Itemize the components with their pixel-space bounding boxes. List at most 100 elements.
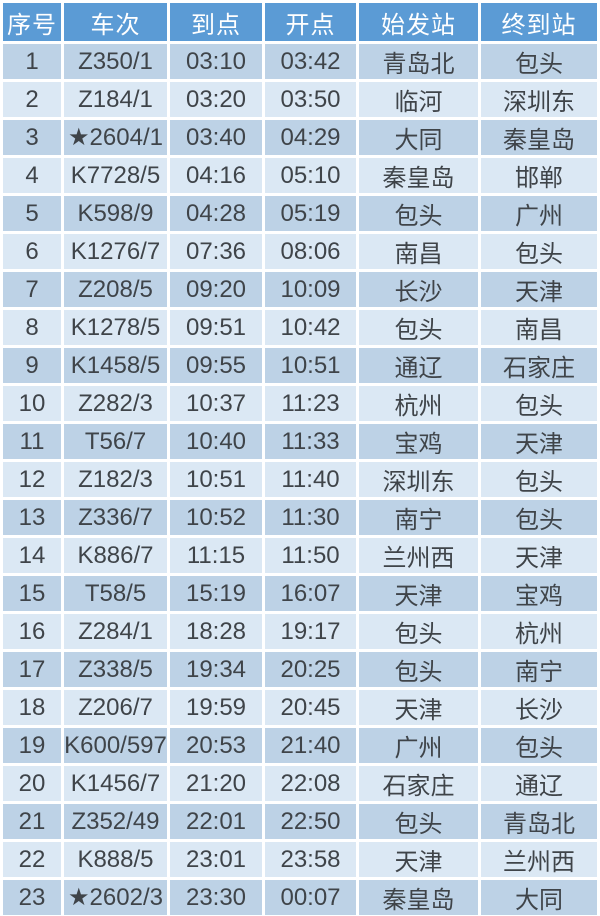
cell-origin-station: 秦皇岛 xyxy=(359,880,478,915)
cell-origin-station: 临河 xyxy=(359,82,478,117)
cell-train-no: K886/7 xyxy=(64,538,167,573)
cell-destination-station: 广州 xyxy=(481,196,597,231)
cell-train-no: ★2602/3 xyxy=(64,880,167,915)
cell-origin-station: 通辽 xyxy=(359,348,478,383)
cell-index: 8 xyxy=(3,310,61,345)
cell-arrival-time: 19:34 xyxy=(170,652,262,687)
cell-origin-station: 南昌 xyxy=(359,234,478,269)
cell-destination-station: 石家庄 xyxy=(481,348,597,383)
cell-index: 2 xyxy=(3,82,61,117)
cell-arrival-time: 15:19 xyxy=(170,576,262,611)
table-row: 17 Z338/5 19:34 20:25 包头 南宁 xyxy=(3,652,597,687)
cell-departure-time: 21:40 xyxy=(265,728,356,763)
cell-train-no: Z338/5 xyxy=(64,652,167,687)
cell-origin-station: 广州 xyxy=(359,728,478,763)
cell-arrival-time: 20:53 xyxy=(170,728,262,763)
cell-departure-time: 22:50 xyxy=(265,804,356,839)
cell-destination-station: 通辽 xyxy=(481,766,597,801)
cell-origin-station: 南宁 xyxy=(359,500,478,535)
table-row: 21 Z352/49 22:01 22:50 包头 青岛北 xyxy=(3,804,597,839)
cell-index: 13 xyxy=(3,500,61,535)
cell-departure-time: 11:23 xyxy=(265,386,356,421)
cell-departure-time: 00:07 xyxy=(265,880,356,915)
cell-arrival-time: 09:51 xyxy=(170,310,262,345)
cell-train-no: Z206/7 xyxy=(64,690,167,725)
cell-train-no: K1458/5 xyxy=(64,348,167,383)
table-row: 22 K888/5 23:01 23:58 天津 兰州西 xyxy=(3,842,597,877)
cell-destination-station: 包头 xyxy=(481,462,597,497)
table-row: 10 Z282/3 10:37 11:23 杭州 包头 xyxy=(3,386,597,421)
cell-index: 18 xyxy=(3,690,61,725)
cell-destination-station: 天津 xyxy=(481,538,597,573)
cell-origin-station: 秦皇岛 xyxy=(359,158,478,193)
column-header-arrival: 到点 xyxy=(170,3,262,41)
cell-departure-time: 08:06 xyxy=(265,234,356,269)
cell-arrival-time: 04:16 xyxy=(170,158,262,193)
cell-arrival-time: 03:10 xyxy=(170,44,262,79)
cell-destination-station: 长沙 xyxy=(481,690,597,725)
cell-origin-station: 包头 xyxy=(359,614,478,649)
column-header-index: 序号 xyxy=(3,3,61,41)
cell-departure-time: 05:19 xyxy=(265,196,356,231)
table-row: 13 Z336/7 10:52 11:30 南宁 包头 xyxy=(3,500,597,535)
cell-origin-station: 天津 xyxy=(359,690,478,725)
cell-arrival-time: 19:59 xyxy=(170,690,262,725)
cell-departure-time: 20:25 xyxy=(265,652,356,687)
cell-destination-station: 天津 xyxy=(481,272,597,307)
cell-departure-time: 11:33 xyxy=(265,424,356,459)
cell-origin-station: 兰州西 xyxy=(359,538,478,573)
cell-train-no: Z336/7 xyxy=(64,500,167,535)
table-row: 23 ★2602/3 23:30 00:07 秦皇岛 大同 xyxy=(3,880,597,915)
cell-train-no: K1456/7 xyxy=(64,766,167,801)
cell-train-no: Z182/3 xyxy=(64,462,167,497)
cell-origin-station: 青岛北 xyxy=(359,44,478,79)
cell-destination-station: 邯郸 xyxy=(481,158,597,193)
cell-train-no: K1278/5 xyxy=(64,310,167,345)
cell-index: 22 xyxy=(3,842,61,877)
cell-destination-station: 兰州西 xyxy=(481,842,597,877)
cell-destination-station: 深圳东 xyxy=(481,82,597,117)
table-row: 1 Z350/1 03:10 03:42 青岛北 包头 xyxy=(3,44,597,79)
cell-index: 19 xyxy=(3,728,61,763)
cell-index: 7 xyxy=(3,272,61,307)
cell-departure-time: 11:50 xyxy=(265,538,356,573)
cell-origin-station: 包头 xyxy=(359,196,478,231)
table-row: 8 K1278/5 09:51 10:42 包头 南昌 xyxy=(3,310,597,345)
table-row: 3 ★2604/1 03:40 04:29 大同 秦皇岛 xyxy=(3,120,597,155)
table-row: 4 K7728/5 04:16 05:10 秦皇岛 邯郸 xyxy=(3,158,597,193)
table-row: 5 K598/9 04:28 05:19 包头 广州 xyxy=(3,196,597,231)
cell-origin-station: 包头 xyxy=(359,652,478,687)
cell-origin-station: 包头 xyxy=(359,310,478,345)
cell-train-no: Z184/1 xyxy=(64,82,167,117)
cell-arrival-time: 23:30 xyxy=(170,880,262,915)
cell-index: 1 xyxy=(3,44,61,79)
cell-arrival-time: 04:28 xyxy=(170,196,262,231)
cell-origin-station: 杭州 xyxy=(359,386,478,421)
cell-destination-station: 杭州 xyxy=(481,614,597,649)
cell-index: 5 xyxy=(3,196,61,231)
cell-arrival-time: 03:20 xyxy=(170,82,262,117)
column-header-departure: 开点 xyxy=(265,3,356,41)
cell-departure-time: 03:42 xyxy=(265,44,356,79)
cell-index: 16 xyxy=(3,614,61,649)
cell-index: 15 xyxy=(3,576,61,611)
cell-index: 11 xyxy=(3,424,61,459)
cell-destination-station: 南宁 xyxy=(481,652,597,687)
cell-arrival-time: 11:15 xyxy=(170,538,262,573)
table-row: 16 Z284/1 18:28 19:17 包头 杭州 xyxy=(3,614,597,649)
column-header-destination: 终到站 xyxy=(481,3,597,41)
cell-destination-station: 天津 xyxy=(481,424,597,459)
column-header-train-no: 车次 xyxy=(64,3,167,41)
table-row: 15 T58/5 15:19 16:07 天津 宝鸡 xyxy=(3,576,597,611)
table-row: 14 K886/7 11:15 11:50 兰州西 天津 xyxy=(3,538,597,573)
table-row: 2 Z184/1 03:20 03:50 临河 深圳东 xyxy=(3,82,597,117)
cell-origin-station: 长沙 xyxy=(359,272,478,307)
cell-train-no: Z282/3 xyxy=(64,386,167,421)
cell-arrival-time: 09:20 xyxy=(170,272,262,307)
cell-index: 17 xyxy=(3,652,61,687)
cell-arrival-time: 10:37 xyxy=(170,386,262,421)
cell-departure-time: 11:30 xyxy=(265,500,356,535)
column-header-origin: 始发站 xyxy=(359,3,478,41)
